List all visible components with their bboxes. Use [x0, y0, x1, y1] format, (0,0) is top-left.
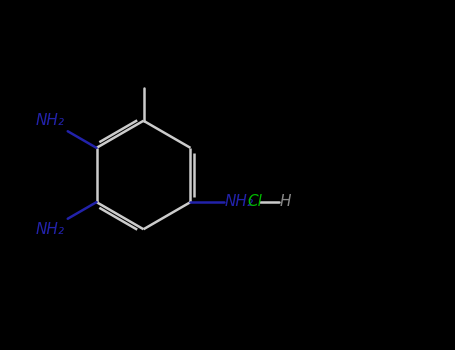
Text: NH₂: NH₂ [224, 194, 253, 209]
Text: H: H [280, 194, 292, 209]
Text: NH₂: NH₂ [36, 222, 65, 237]
Text: Cl: Cl [248, 194, 263, 209]
Text: NH₂: NH₂ [36, 113, 65, 128]
